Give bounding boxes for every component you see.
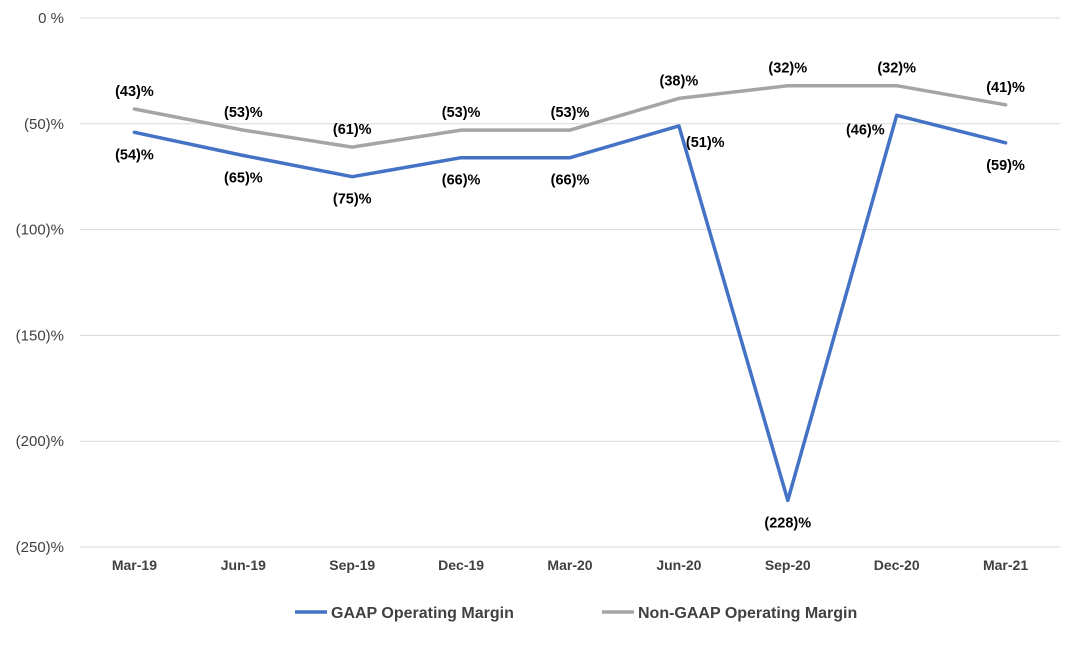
series-lines bbox=[132, 83, 1008, 503]
gaap-data-label: (65)% bbox=[224, 171, 263, 187]
legend: GAAP Operating Margin Non-GAAP Operating … bbox=[295, 605, 857, 622]
x-axis-ticks: Mar-19 Jun-19 Sep-19 Dec-19 Mar-20 Jun-20 Sep-… bbox=[112, 557, 1028, 573]
gaap-data-label: (51)% bbox=[686, 135, 725, 151]
gaap-data-label: (228)% bbox=[764, 515, 811, 531]
x-tick-label: Sep-20 bbox=[765, 557, 811, 573]
non-gaap-data-label: (53)% bbox=[551, 105, 590, 121]
non-gaap-series-line bbox=[132, 83, 1008, 149]
x-tick-label: Mar-19 bbox=[112, 557, 157, 573]
gridlines bbox=[80, 17, 1060, 548]
non-gaap-data-label: (61)% bbox=[333, 122, 372, 138]
x-tick-label: Mar-20 bbox=[547, 557, 592, 573]
gaap-data-label: (46)% bbox=[846, 122, 885, 138]
gaap-data-label: (75)% bbox=[333, 192, 372, 208]
legend-item-non-gaap: Non-GAAP Operating Margin bbox=[602, 605, 857, 622]
x-tick-label: Sep-19 bbox=[329, 557, 375, 573]
y-tick-label: (50)% bbox=[24, 116, 64, 133]
x-tick-label: Mar-21 bbox=[983, 557, 1028, 573]
legend-label: Non-GAAP Operating Margin bbox=[638, 605, 857, 622]
x-tick-label: Dec-19 bbox=[438, 557, 484, 573]
y-tick-label: (100)% bbox=[16, 222, 64, 239]
non-gaap-data-label: (38)% bbox=[660, 73, 699, 89]
non-gaap-data-label: (53)% bbox=[442, 105, 481, 121]
gaap-series-line bbox=[132, 113, 1008, 503]
gaap-data-label: (66)% bbox=[442, 173, 481, 189]
y-tick-label: (150)% bbox=[16, 327, 64, 344]
y-tick-label: 0 % bbox=[38, 10, 64, 27]
non-gaap-data-label: (43)% bbox=[115, 84, 154, 100]
x-tick-label: Jun-19 bbox=[221, 557, 266, 573]
non-gaap-data-label: (41)% bbox=[986, 80, 1025, 96]
non-gaap-data-label: (53)% bbox=[224, 105, 263, 121]
legend-item-gaap: GAAP Operating Margin bbox=[295, 605, 514, 622]
x-tick-label: Jun-20 bbox=[656, 557, 701, 573]
data-labels: (43)% (53)% (61)% (53)% (53)% (38)% (32)% (32)%… bbox=[115, 61, 1025, 532]
non-gaap-data-label: (32)% bbox=[877, 61, 916, 77]
y-tick-label: (250)% bbox=[16, 539, 64, 556]
legend-label: GAAP Operating Margin bbox=[331, 605, 514, 622]
gaap-data-label: (59)% bbox=[986, 158, 1025, 174]
gaap-data-label: (54)% bbox=[115, 147, 154, 163]
y-tick-label: (200)% bbox=[16, 433, 64, 450]
non-gaap-data-label: (32)% bbox=[768, 61, 807, 77]
y-axis-ticks: 0 % (50)% (100)% (150)% (200)% (250)% bbox=[16, 10, 64, 556]
x-tick-label: Dec-20 bbox=[874, 557, 920, 573]
gaap-data-label: (66)% bbox=[551, 173, 590, 189]
